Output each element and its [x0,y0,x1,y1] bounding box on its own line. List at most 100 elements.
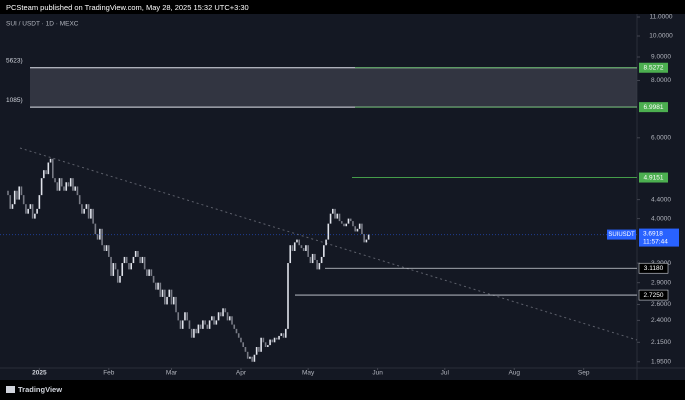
candle [152,275,155,283]
candle [20,186,23,196]
candle [25,204,27,214]
candle [161,289,164,297]
candle [352,221,354,227]
candle [340,221,343,224]
candle [179,320,182,329]
candle [307,245,309,257]
candle [302,248,305,251]
x-tick-label: Sep [578,370,590,377]
candle [90,208,92,219]
candle [108,245,110,257]
candle [29,204,32,209]
candle [354,226,356,232]
candle [361,223,363,235]
candle [76,186,79,196]
x-tick-label: Apr [236,370,247,377]
y-tick-label: 1.9500 [651,358,671,365]
candle [103,245,106,251]
zone-label: 5623) [6,57,23,64]
candle [43,170,45,179]
candle [298,239,300,246]
candle [226,312,229,321]
candle [208,320,211,329]
candle [134,250,137,257]
candle [16,190,18,200]
candle [27,208,29,214]
level-label-bg [639,102,668,113]
y-tick-label: 2.6000 [651,301,671,308]
logo-icon [6,386,15,393]
candle [22,195,25,205]
candle [101,228,103,246]
candle [116,269,119,283]
candle [264,342,267,348]
candle [282,333,285,338]
candle [193,328,195,338]
candle [7,190,9,196]
candle [269,339,271,346]
candle [262,337,265,343]
zone-label: 1085) [6,97,23,104]
candle [155,282,157,290]
candle [31,204,34,219]
candle [63,186,65,191]
candle [258,347,260,352]
candle [69,178,72,187]
candle [13,190,16,205]
y-tick-label: 4.4000 [651,196,671,203]
symbol-tag [607,229,636,240]
candle [60,178,63,187]
candle [206,324,209,329]
candle [96,234,99,240]
candle [112,263,115,276]
candle [184,312,186,321]
y-tick-label: 11.0000 [649,14,672,21]
candle [273,337,276,343]
candle [11,204,14,209]
candle [222,308,224,317]
candle [233,324,236,329]
candle [347,218,350,224]
candle [246,351,249,359]
x-tick-label: Mar [166,370,178,377]
candle [311,253,314,264]
level-label: 6.9981 [644,104,664,111]
candle [45,170,47,175]
candle [320,256,323,264]
y-tick-label: 2.9000 [651,279,671,286]
countdown: 11:57:44 [643,238,668,245]
candle [284,328,287,338]
candle [367,234,370,240]
y-tick-label: 4.0000 [651,215,671,222]
candle [58,178,61,191]
candle [157,282,159,290]
price-label: 3.6918 [643,230,663,237]
candle [83,208,85,214]
candle [267,345,269,348]
candle [309,256,312,264]
candle [166,296,168,305]
candle [345,223,348,227]
candle [125,256,128,264]
candle [164,289,166,305]
candle [228,316,231,321]
candle [78,195,81,205]
candle [289,245,292,264]
candle [110,256,112,276]
symbol-label: SUIUSDT [608,232,635,238]
candle [137,250,139,257]
candle [249,356,251,359]
candle [146,269,148,276]
candle [213,316,215,325]
candles [7,158,370,362]
x-tick-label: May [302,370,315,377]
candle [271,339,274,343]
candle [40,178,43,196]
candle [143,256,146,270]
candle [49,158,52,163]
candle [343,223,345,227]
candle [260,337,262,352]
candle [181,320,184,329]
candle [332,208,334,214]
